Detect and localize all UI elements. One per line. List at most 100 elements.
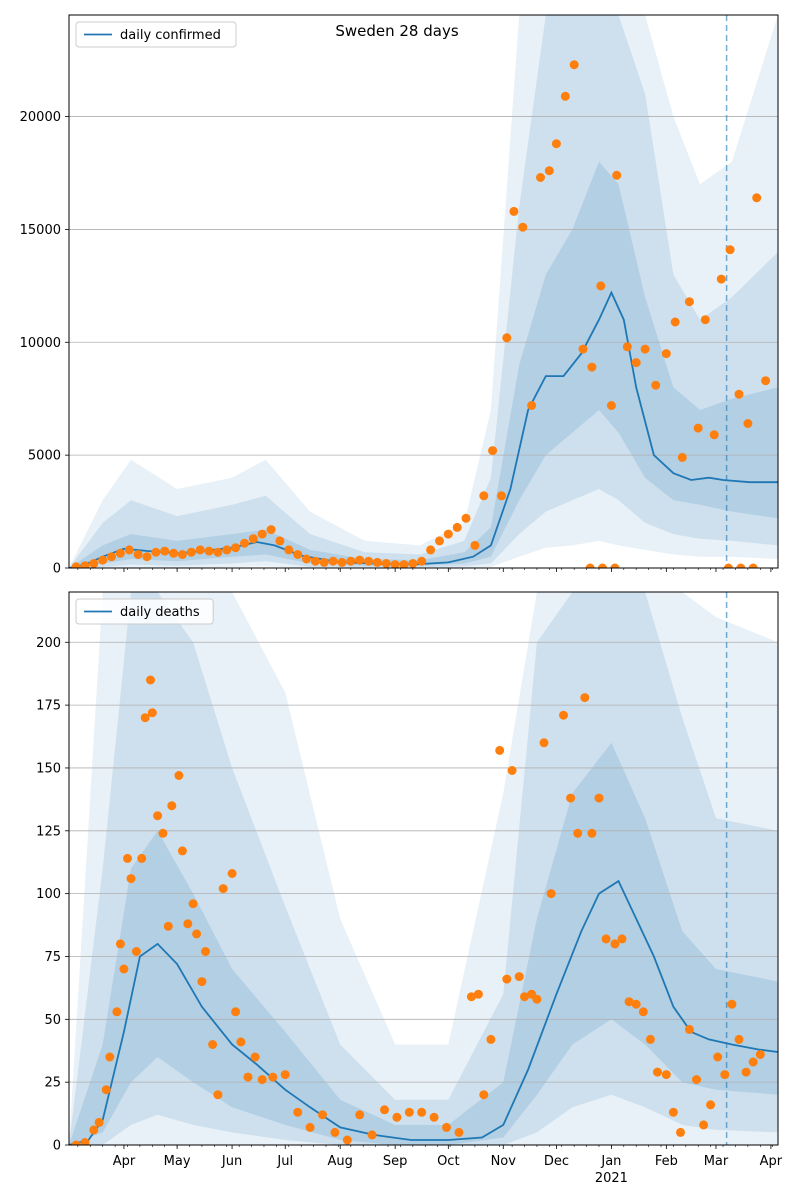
- model-line: [69, 879, 778, 1145]
- observed-point: [723, 563, 733, 568]
- observed-point: [727, 999, 737, 1009]
- observed-point: [160, 546, 170, 556]
- observed-point: [140, 713, 150, 723]
- observed-point: [310, 556, 320, 566]
- plot-area: [69, 15, 778, 568]
- observed-point: [520, 992, 529, 1002]
- observed-point: [598, 563, 607, 568]
- observed-point: [479, 491, 489, 501]
- observed-point: [734, 1034, 744, 1044]
- observed-point: [302, 554, 311, 564]
- observed-point: [98, 555, 108, 565]
- observed-point: [231, 1007, 241, 1017]
- observed-point: [408, 559, 418, 568]
- observed-point: [684, 297, 694, 307]
- figure-title: Sweden 28 days: [335, 22, 458, 40]
- observed-point: [124, 545, 134, 555]
- observed-point: [507, 766, 517, 775]
- y-tick-label: 125: [36, 824, 61, 839]
- observed-point: [661, 349, 671, 359]
- observed-point: [631, 358, 641, 368]
- y-tick-label: 175: [36, 699, 61, 714]
- observed-point: [208, 1040, 218, 1049]
- observed-point: [610, 563, 620, 568]
- observed-point: [367, 1130, 377, 1140]
- observed-point: [167, 801, 177, 811]
- y-tick-label: 150: [36, 761, 61, 776]
- observed-point: [177, 846, 187, 856]
- observed-point: [509, 206, 519, 216]
- x-tick-label: Jun: [221, 1154, 242, 1169]
- x-tick-label: Apr: [760, 1154, 783, 1169]
- observed-point: [280, 1070, 290, 1080]
- plot-background: [69, 15, 778, 568]
- observed-point: [631, 999, 641, 1009]
- observed-point: [640, 344, 650, 354]
- observed-point: [381, 559, 391, 568]
- legend-box: [75, 21, 237, 48]
- y-tick-label: 10000: [20, 336, 61, 351]
- observed-point: [257, 529, 267, 539]
- y-tick-label: 15000: [20, 223, 61, 238]
- observed-point: [585, 563, 595, 568]
- observed-point: [677, 452, 687, 462]
- x-tick-label: Dec: [544, 1154, 569, 1169]
- observed-point: [227, 869, 237, 878]
- observed-point: [610, 939, 620, 949]
- x-tick-label: Nov: [491, 1154, 517, 1169]
- observed-point: [319, 557, 329, 567]
- observed-point: [606, 401, 616, 410]
- observed-point: [645, 1034, 655, 1044]
- observed-point: [578, 344, 588, 354]
- observed-point: [518, 222, 528, 232]
- observed-point: [651, 380, 661, 390]
- observed-point: [94, 1117, 104, 1127]
- observed-point: [330, 1127, 340, 1137]
- observed-point: [250, 1052, 260, 1062]
- observed-point: [638, 1007, 648, 1017]
- observed-point: [328, 556, 338, 566]
- observed-point: [417, 1107, 427, 1117]
- chart-panel-confirmed: 0 5000 10000 15000 20000 daily confirmed: [20, 14, 779, 577]
- observed-point: [693, 423, 703, 433]
- x-year-label: 2021: [595, 1171, 628, 1186]
- observed-point: [147, 708, 157, 718]
- observed-point: [192, 929, 202, 939]
- observed-point: [624, 997, 634, 1007]
- observed-point: [257, 1075, 267, 1085]
- observed-point: [435, 536, 444, 546]
- observed-point: [115, 548, 125, 558]
- observed-point: [337, 557, 347, 567]
- observed-point: [186, 547, 196, 557]
- observed-point: [429, 1112, 439, 1122]
- observed-point: [231, 543, 241, 553]
- observed-point: [442, 1122, 451, 1132]
- observed-point: [222, 545, 232, 555]
- observed-point: [755, 1050, 765, 1059]
- observed-point: [544, 166, 554, 176]
- observed-point: [248, 534, 258, 544]
- observed-point: [748, 1057, 758, 1067]
- observed-point: [488, 446, 498, 456]
- observed-point: [218, 884, 228, 894]
- observed-point: [188, 899, 198, 909]
- observed-point: [123, 853, 132, 863]
- x-tick-label: Jan: [600, 1154, 621, 1169]
- observed-point: [80, 561, 90, 568]
- observed-point: [89, 559, 99, 568]
- observed-point: [700, 315, 710, 325]
- observed-point: [89, 1125, 99, 1135]
- y-tick-label: 0: [53, 562, 61, 577]
- plot-area: [69, 592, 778, 1145]
- observed-point: [213, 547, 223, 557]
- observed-point: [461, 513, 471, 523]
- observed-point: [587, 828, 597, 838]
- observed-point: [71, 1140, 81, 1145]
- observed-point: [105, 1052, 115, 1062]
- uncertainty-band-middle: [69, 15, 778, 568]
- observed-point: [454, 1127, 464, 1137]
- y-tick-label: 20000: [20, 110, 61, 125]
- observed-point: [80, 1138, 90, 1145]
- observed-point: [243, 1072, 253, 1082]
- observed-point: [684, 1024, 694, 1034]
